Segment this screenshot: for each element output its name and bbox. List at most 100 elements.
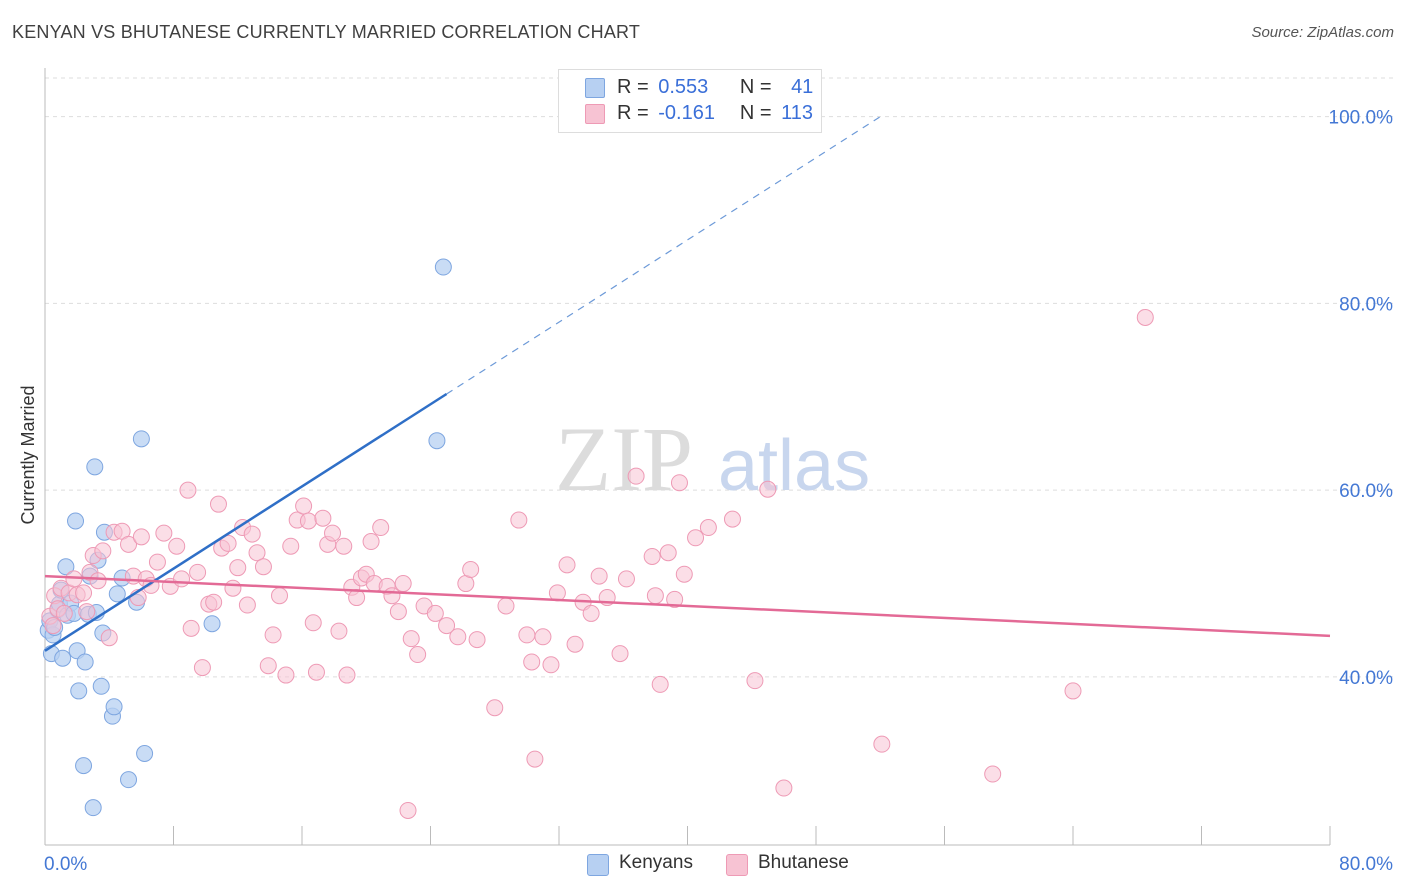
bhutanese-point: [254, 558, 272, 576]
bhutanese-point: [399, 801, 417, 819]
axes: [44, 68, 1331, 846]
legend-r-label: R =: [617, 102, 649, 124]
bhutanese-point: [338, 666, 356, 684]
y-tick-label: 80.0%: [1339, 294, 1393, 315]
bhutanese-point: [193, 659, 211, 677]
bhutanese-point: [205, 593, 223, 611]
bhutanese-point: [148, 553, 166, 571]
bhutanese-point: [299, 512, 317, 530]
bhutanese-point: [330, 622, 348, 640]
kenyan-point: [75, 757, 93, 775]
kenyan-point: [136, 744, 154, 762]
kenyan-point: [108, 585, 126, 603]
bhutanese-point: [402, 630, 420, 648]
bhutanese-point: [335, 537, 353, 555]
bhutanese-point: [699, 519, 717, 537]
legend-n-value: 41: [791, 76, 814, 98]
bhutanese-point: [168, 537, 186, 555]
bhutanese-point: [523, 653, 541, 671]
bhutanese-point: [94, 542, 112, 560]
bhutanese-point: [132, 528, 150, 546]
bhutanese-point: [248, 544, 266, 562]
bhutanese-point: [775, 779, 793, 797]
bhutanese-point: [651, 675, 669, 693]
legend-r-value: -0.161: [658, 102, 715, 124]
bhutanese-point: [627, 467, 645, 485]
kenyan-point: [132, 430, 150, 448]
legend-r-value: 0.553: [658, 76, 709, 98]
bhutanese-point: [394, 575, 412, 593]
bhutanese-point: [277, 666, 295, 684]
x-tick-label: 80.0%: [1339, 854, 1393, 875]
kenyan-point: [428, 432, 446, 450]
bhutanese-point: [324, 524, 342, 542]
bhutanese-point: [510, 511, 528, 529]
bhutanese-point: [238, 596, 256, 614]
bhutanese-point: [611, 645, 629, 663]
bhutanese-point: [984, 765, 1002, 783]
bottom-legend-label-bhutanese: Bhutanese: [758, 852, 849, 873]
bhutanese-point: [372, 519, 390, 537]
bhutanese-point: [526, 750, 544, 768]
kenyan-point: [120, 771, 138, 789]
watermark-zip: ZIP: [555, 408, 693, 510]
y-tick-label: 40.0%: [1339, 668, 1393, 689]
bhutanese-point: [100, 629, 118, 647]
watermark: ZIP atlas: [555, 408, 870, 510]
watermark-atlas: atlas: [718, 426, 870, 506]
bhutanese-point: [120, 535, 138, 553]
bhutanese-point: [155, 524, 173, 542]
bhutanese-point: [746, 672, 764, 690]
bhutanese-point: [659, 544, 677, 562]
legend-swatch-kenyans: [585, 78, 605, 98]
series-bhutanese-points: [41, 308, 1154, 819]
legend-r-label: R =: [617, 76, 649, 98]
bhutanese-point: [243, 525, 261, 543]
bhutanese-point: [295, 497, 313, 515]
bhutanese-point: [224, 579, 242, 597]
y-tick-label: 100.0%: [1329, 108, 1394, 129]
bhutanese-point: [189, 563, 207, 581]
bhutanese-point: [304, 614, 322, 632]
bhutanese-point: [307, 663, 325, 681]
bhutanese-point: [78, 603, 96, 621]
bhutanese-point: [179, 481, 197, 499]
bhutanese-point: [687, 529, 705, 547]
bhutanese-point: [1064, 682, 1082, 700]
legend-n-label: N =: [739, 102, 772, 124]
correlation-legend: R = 0.553 N = 41 R = -0.161 N = 113: [558, 69, 822, 133]
bhutanese-point: [314, 509, 332, 527]
trend-lines: [44, 116, 1331, 652]
bhutanese-point: [55, 604, 73, 622]
bhutanese-point: [643, 547, 661, 565]
bhutanese-point: [173, 570, 191, 588]
bhutanese-point: [362, 533, 380, 551]
bhutanese-point: [462, 561, 480, 579]
kenyan-point: [92, 677, 110, 695]
y-tick-label: 60.0%: [1339, 481, 1393, 502]
bhutanese-point: [666, 590, 684, 608]
bhutanese-point: [558, 556, 576, 574]
kenyan-trend-extension: [446, 116, 881, 395]
bottom-legend-label-kenyans: Kenyans: [619, 852, 693, 873]
bhutanese-point: [229, 559, 247, 577]
bhutanese-point: [670, 474, 688, 492]
bhutanese-point: [759, 480, 777, 498]
bottom-legend-swatch-kenyans: [587, 854, 609, 876]
kenyan-point: [76, 653, 94, 671]
kenyan-point: [86, 458, 104, 476]
kenyan-point: [84, 799, 102, 817]
bottom-legend-swatch-bhutanese: [726, 854, 748, 876]
bhutanese-point: [264, 626, 282, 644]
bhutanese-point: [542, 656, 560, 674]
bhutanese-point: [89, 572, 107, 590]
bhutanese-point: [44, 617, 62, 635]
kenyan-point: [105, 698, 123, 716]
kenyan-trend-line: [44, 392, 448, 652]
bhutanese-point: [617, 570, 635, 588]
bhutanese-point: [259, 657, 277, 675]
bhutanese-point: [438, 617, 456, 635]
kenyan-point: [203, 615, 221, 633]
bhutanese-point: [389, 603, 407, 621]
bhutanese-point: [873, 735, 891, 753]
